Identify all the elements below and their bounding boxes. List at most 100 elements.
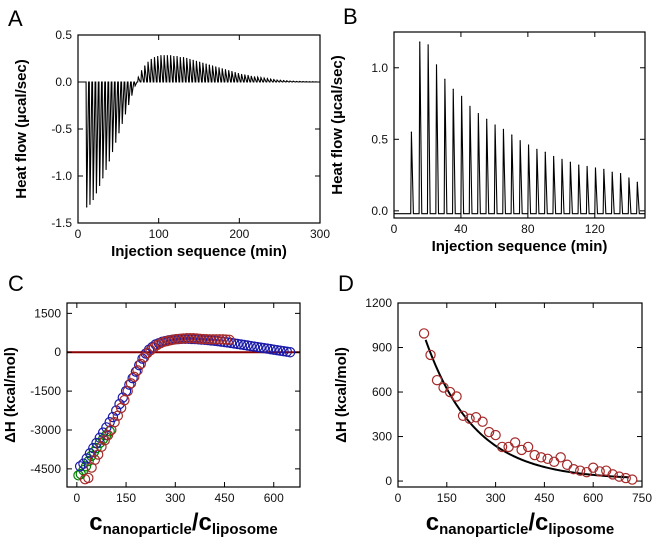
data-point (574, 465, 586, 476)
panel-d: D 0 150 300 450 600 750 0 300 600 900 1200 ΔH (kcal/… (333, 271, 652, 538)
data-point (214, 334, 225, 345)
data-point (271, 344, 283, 356)
data-point (261, 343, 273, 354)
x-tick-label: 600 (583, 491, 603, 505)
x-tick-label: 600 (264, 491, 284, 505)
data-point (99, 435, 110, 446)
y-tick-label: 0.0 (371, 204, 388, 218)
data-point (91, 442, 102, 454)
data-point (188, 333, 199, 344)
data-point (125, 378, 137, 389)
data-point (184, 333, 196, 344)
data-point (168, 334, 179, 345)
panel-a: A 0 100 200 300 -1.5 -1.0 -0.5 0.0 0.5 Heat flow (… (8, 6, 330, 260)
data-point (581, 466, 592, 478)
x-tick-label: 120 (585, 222, 605, 236)
injection-peak (527, 144, 530, 146)
data-point (470, 412, 482, 423)
data-point (181, 333, 192, 344)
injection-peak (218, 67, 220, 69)
y-tick-label: -3000 (30, 423, 61, 437)
x-tick-label: 0 (75, 227, 82, 241)
injection-peak (208, 64, 210, 66)
data-point (89, 454, 101, 465)
data-point (425, 349, 436, 361)
injection-peak (95, 192, 97, 194)
data-point (627, 474, 638, 485)
data-point (201, 333, 212, 345)
y-tick-label: 900 (372, 341, 392, 355)
injection-peak (308, 81, 310, 83)
injection-peak (157, 56, 159, 58)
injection-peak (257, 76, 259, 78)
injection-peak (240, 73, 243, 76)
data-point (542, 453, 553, 465)
data-point (171, 333, 183, 345)
data-point (96, 441, 107, 453)
y-tick-label: 600 (372, 385, 392, 399)
injection-peak (561, 158, 563, 160)
injection-peak (305, 81, 307, 83)
injection-peak (199, 61, 201, 63)
injection-peak (286, 80, 288, 82)
data-point (516, 444, 527, 456)
injection-peak (299, 80, 301, 83)
panel-label: C (8, 271, 24, 296)
data-point (555, 452, 566, 463)
data-point (490, 429, 501, 441)
x-tick-label: 150 (116, 491, 136, 505)
x-axis-label-sub2: liposome (212, 521, 278, 538)
y-tick-label: 0 (54, 345, 61, 359)
data-point (503, 441, 514, 453)
data-point (235, 339, 247, 350)
data-point (255, 342, 266, 353)
data-point (83, 472, 94, 484)
injection-peak (263, 77, 265, 79)
y-axis-label: ΔH (kcal/mol) (333, 347, 350, 443)
data-point (620, 472, 631, 484)
injection-peak (276, 79, 278, 81)
data-point (133, 359, 145, 371)
injection-peak (140, 70, 143, 72)
data-point (207, 334, 219, 345)
data-point (145, 344, 156, 356)
data-point (535, 452, 547, 463)
data-point (191, 333, 202, 344)
injection-peak (295, 80, 298, 83)
data-point (194, 333, 206, 344)
injection-peak (224, 69, 227, 71)
data-point (102, 429, 114, 441)
data-point (594, 466, 605, 477)
data-point (529, 449, 540, 461)
injection-peak (244, 74, 246, 76)
data-point (275, 345, 286, 356)
data-point (109, 417, 120, 428)
x-tick-label: 80 (521, 222, 535, 236)
data-point (178, 333, 189, 344)
injection-peak (553, 155, 555, 158)
panel-label: A (8, 6, 23, 31)
injection-peak (166, 55, 168, 57)
x-axis-label-c: c (89, 509, 102, 536)
x-tick-label: 300 (486, 491, 506, 505)
injection-peak (511, 134, 513, 136)
x-tick-label: 0 (391, 222, 398, 236)
injection-peak (273, 79, 275, 81)
injection-peak (128, 103, 130, 106)
data-point (119, 394, 130, 406)
data-point (135, 358, 147, 370)
x-axis-label: cnanoparticle/cliposome (89, 509, 277, 538)
x-tick-label: 450 (215, 491, 235, 505)
data-point (522, 441, 534, 453)
data-point (232, 338, 243, 350)
injection-peak (192, 59, 194, 61)
data-point (127, 372, 138, 384)
injection-peak (182, 56, 185, 59)
y-axis-label: Heat flow (µcal/sec) (329, 55, 346, 195)
plot-frame (77, 34, 321, 224)
injection-peak (536, 148, 538, 150)
injection-peak (115, 141, 117, 143)
data-point (568, 463, 579, 475)
y-tick-label: 1500 (34, 306, 61, 320)
injection-peak (237, 72, 239, 75)
